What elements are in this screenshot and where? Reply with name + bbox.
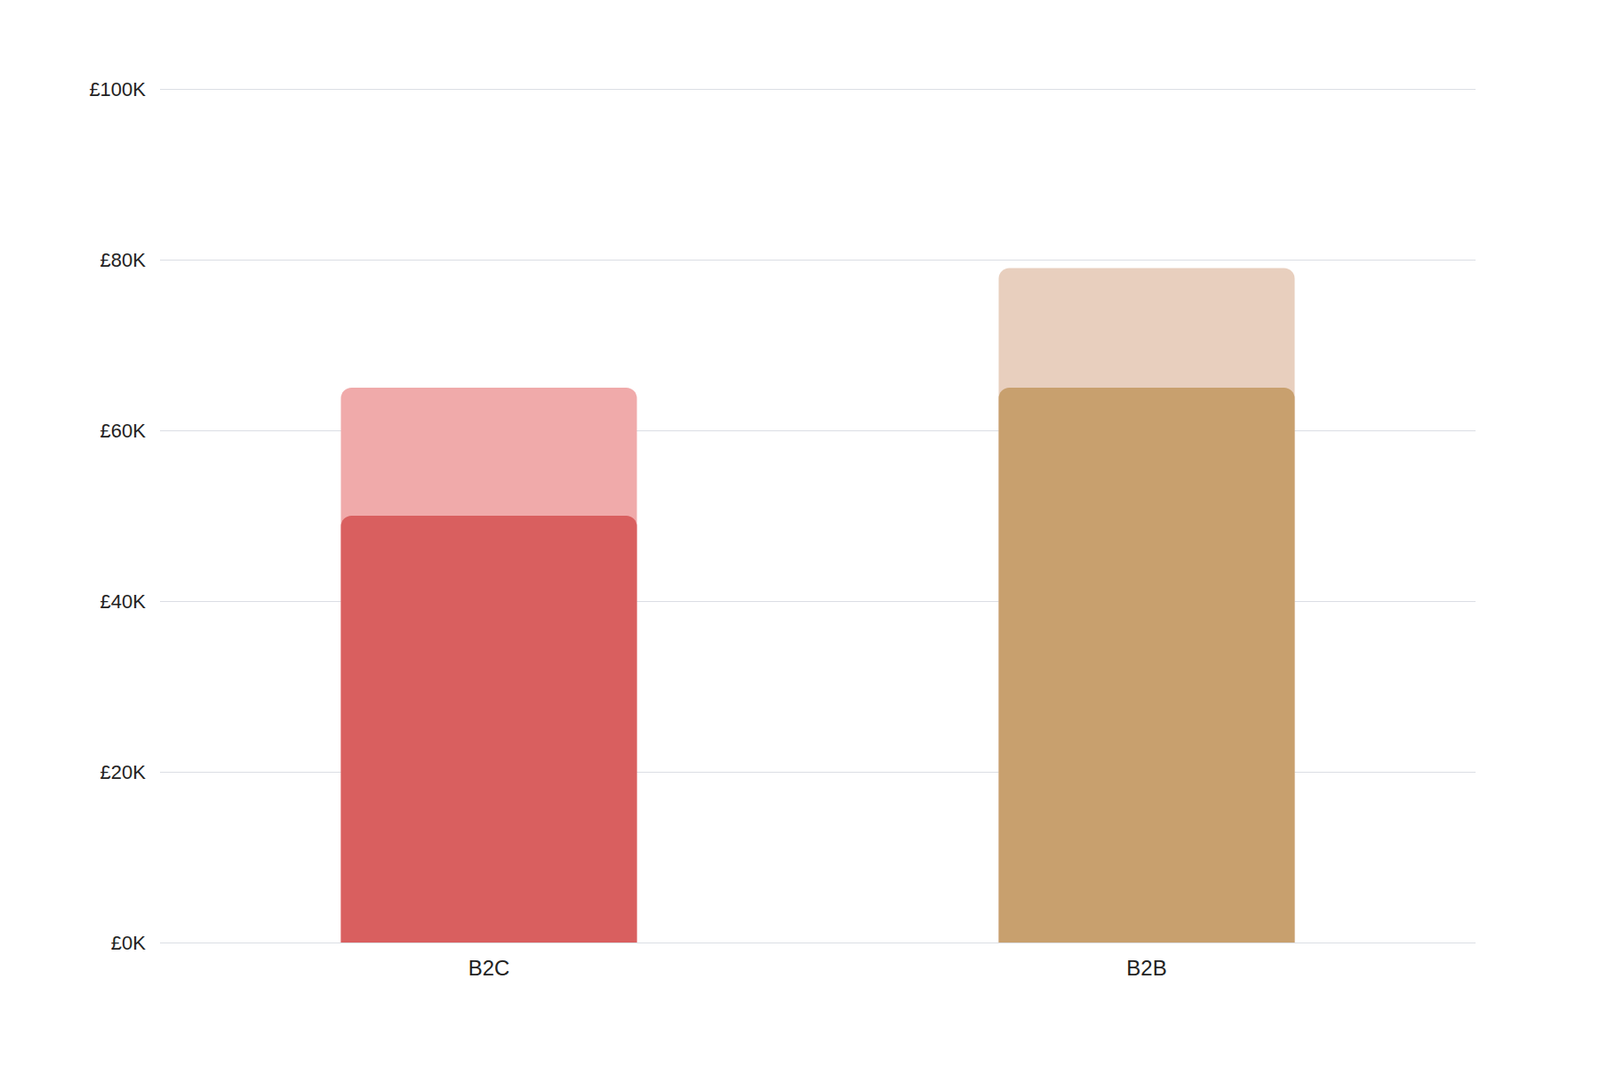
svg-text:£100K: £100K bbox=[88, 78, 146, 101]
svg-text:B2B: B2B bbox=[1126, 955, 1167, 980]
svg-text:£40K: £40K bbox=[100, 590, 147, 613]
svg-text:£60K: £60K bbox=[100, 419, 147, 442]
svg-text:B2C: B2C bbox=[468, 955, 511, 980]
svg-text:£0K: £0K bbox=[111, 931, 146, 954]
svg-text:£80K: £80K bbox=[100, 248, 147, 272]
svg-text:£20K: £20K bbox=[100, 760, 147, 784]
